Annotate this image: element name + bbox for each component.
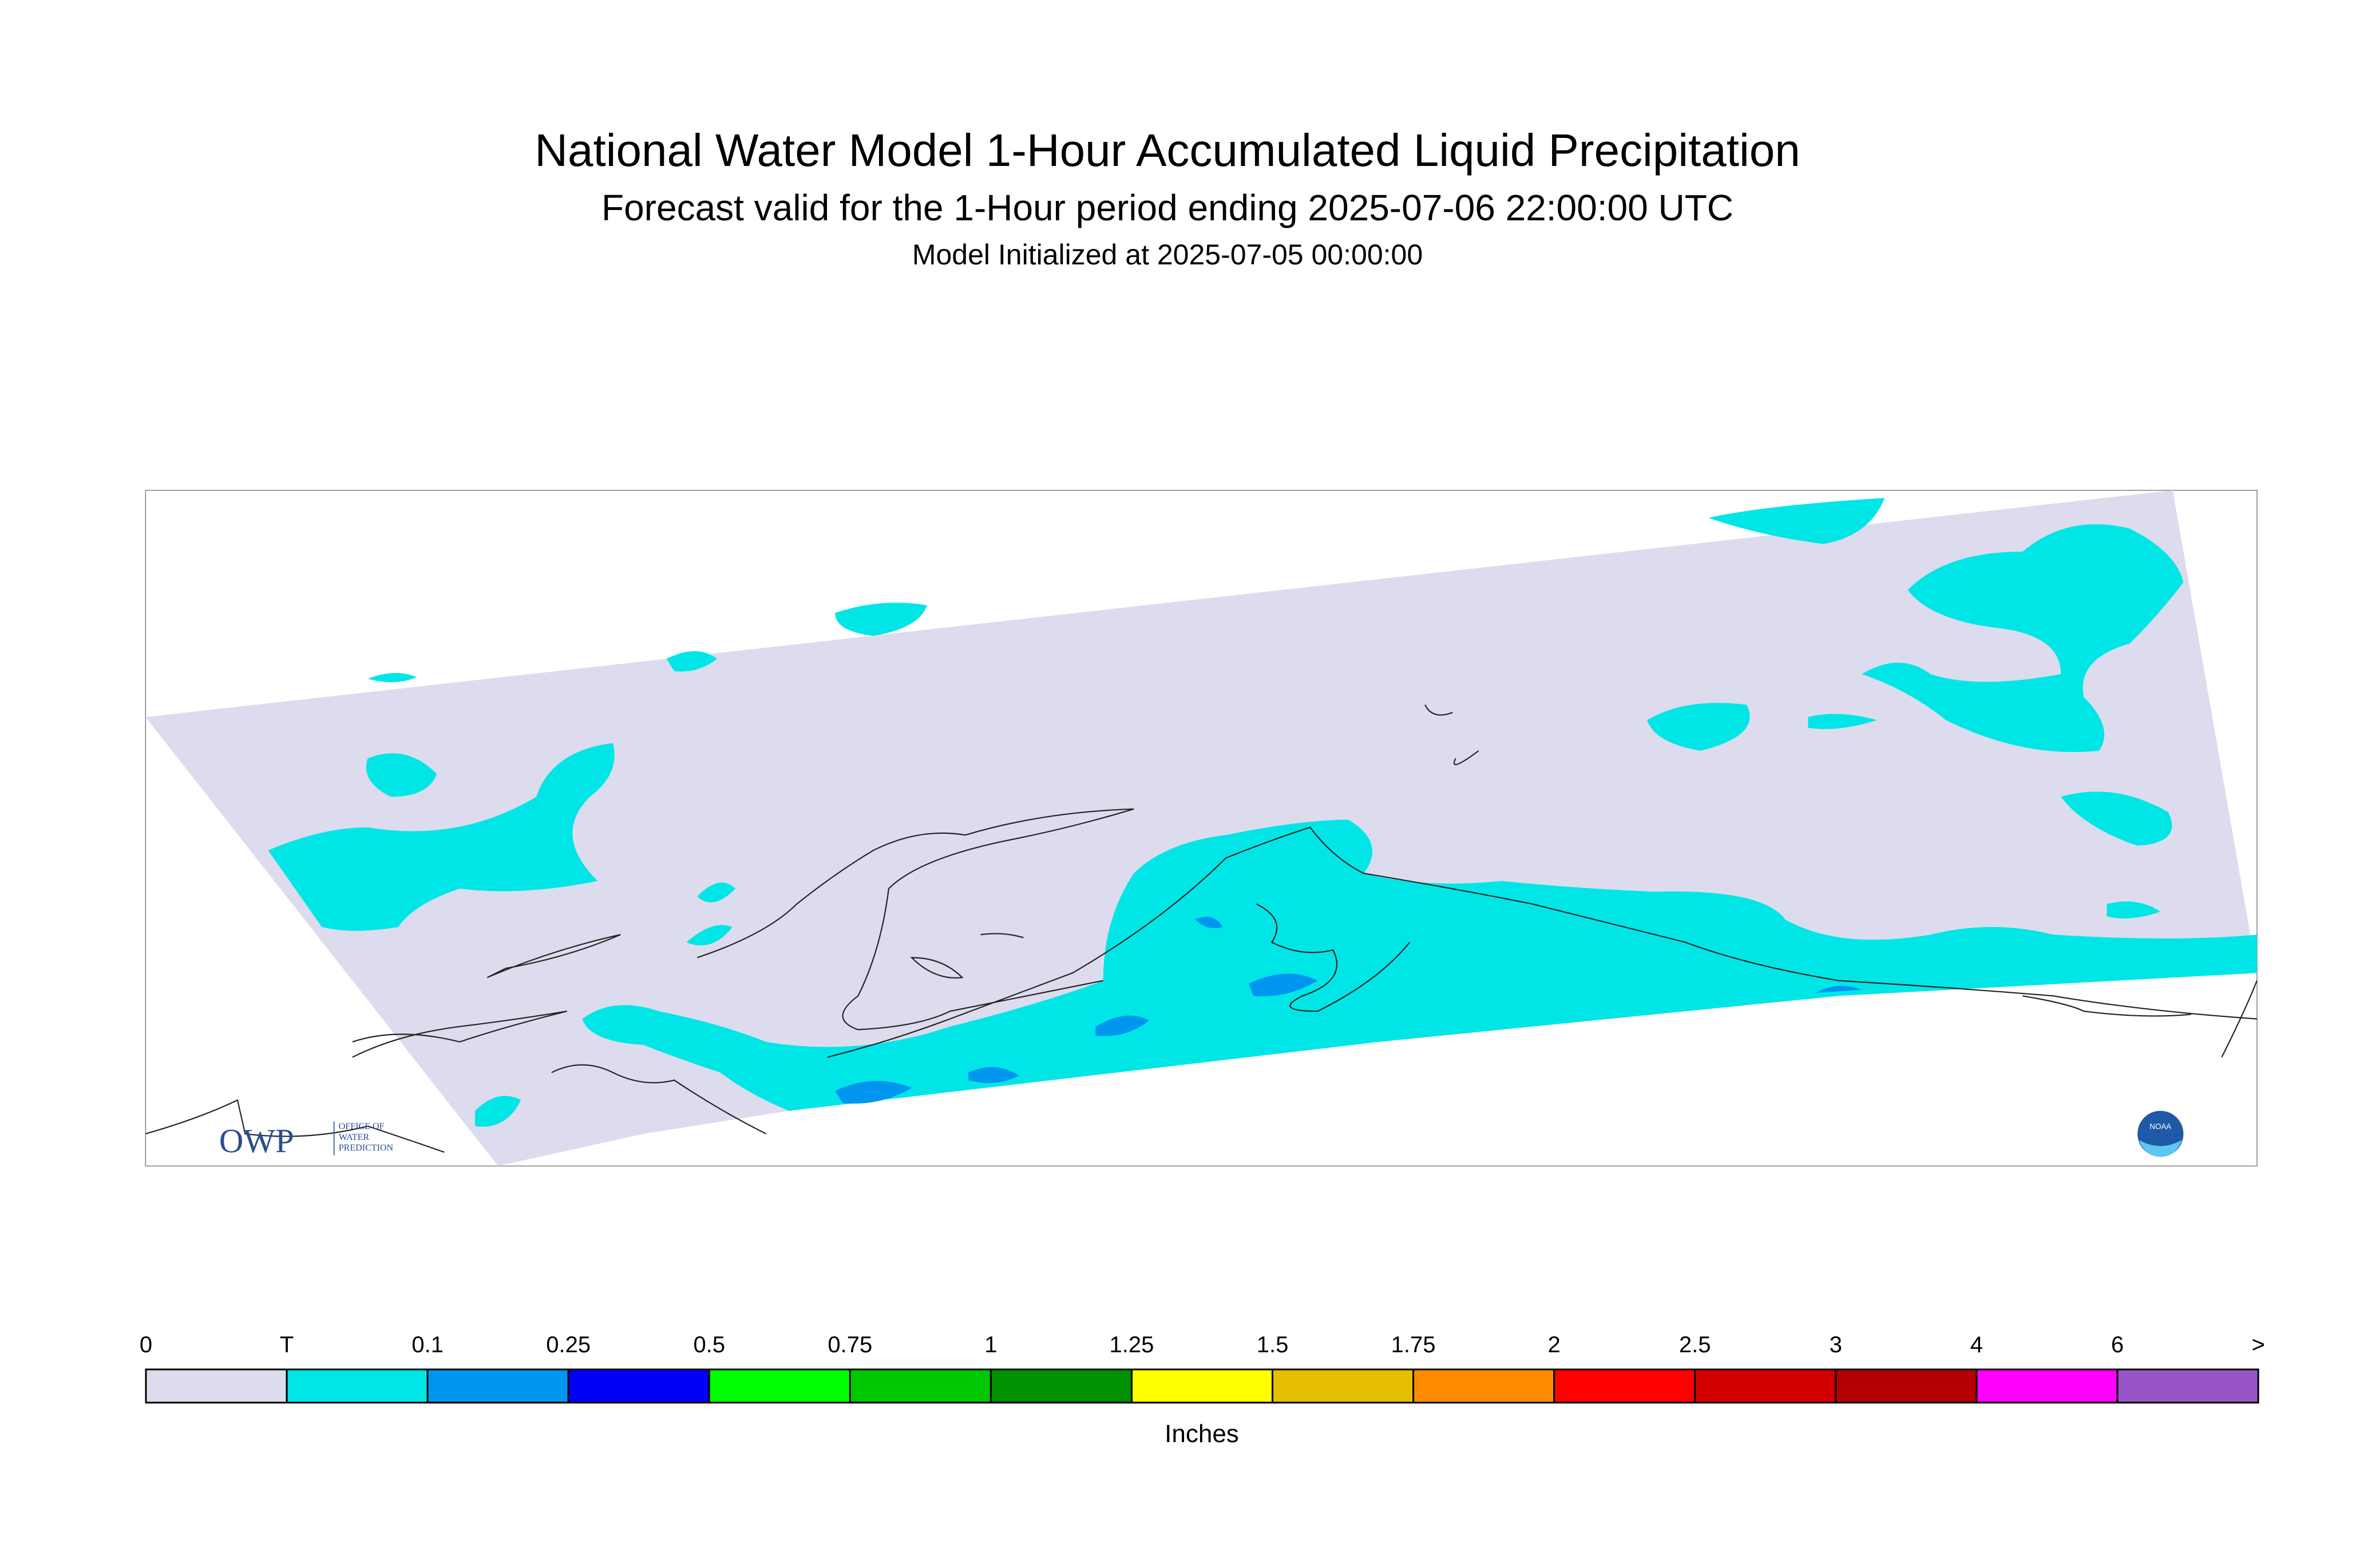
- legend-box: [708, 1368, 851, 1404]
- map: OWP OFFICE OF WATER PREDICTION NOAA: [145, 489, 2258, 1167]
- legend-box: [286, 1368, 429, 1404]
- init-time: Model Initialized at 2025-07-05 00:00:00: [912, 239, 1423, 271]
- legend-box: [145, 1368, 288, 1404]
- legend-box: [1553, 1368, 1696, 1404]
- legend-box: [1976, 1368, 2119, 1404]
- precip-light: [835, 916, 1862, 1104]
- title: National Water Model 1-Hour Accumulated …: [535, 125, 1800, 176]
- legend-label: 0.5: [693, 1332, 725, 1357]
- coastlines: [145, 704, 2258, 1153]
- legend-label: 1.75: [1391, 1332, 1436, 1357]
- legend-label: >: [2251, 1332, 2265, 1357]
- legend-label: 2.5: [1679, 1332, 1711, 1357]
- owp-line: WATER: [339, 1133, 370, 1142]
- legend-box: [849, 1368, 992, 1404]
- legend-box: [567, 1368, 710, 1404]
- legend-box: [1835, 1368, 1978, 1404]
- legend-label: 2: [1548, 1332, 1561, 1357]
- legend-box: [989, 1368, 1133, 1404]
- legend-label: 1: [984, 1332, 997, 1357]
- owp-line: OFFICE OF: [339, 1122, 385, 1131]
- legend-label: 6: [2111, 1332, 2124, 1357]
- legend-label: 0: [140, 1332, 152, 1357]
- legend-box: [1130, 1368, 1274, 1404]
- legend-label: 4: [1970, 1332, 1983, 1357]
- legend-box: [1412, 1368, 1555, 1404]
- noaa-text: NOAA: [2150, 1122, 2171, 1131]
- subtitle: Forecast valid for the 1-Hour period end…: [601, 187, 1733, 228]
- owp-logo: OWP: [219, 1122, 294, 1159]
- legend-box: [426, 1368, 569, 1404]
- legend-label: 3: [1830, 1332, 1842, 1357]
- legend-label: 0.25: [546, 1332, 591, 1357]
- legend-label: 0.1: [411, 1332, 444, 1357]
- legend-box: [2116, 1368, 2259, 1404]
- precip-trace: [268, 498, 2257, 1127]
- legend-units: Inches: [1165, 1420, 1239, 1448]
- legend: 0 T 0.1 0.25 0.5 0.75 1 1.25 1.5 1.75 2 2.5 3 4 6 >: [140, 1332, 2265, 1404]
- legend-box: [1694, 1368, 1837, 1404]
- legend-label: 1.5: [1257, 1332, 1289, 1357]
- legend-label: T: [280, 1332, 294, 1357]
- legend-label: 0.75: [828, 1332, 872, 1357]
- legend-box: [1272, 1368, 1415, 1404]
- owp-line: PREDICTION: [339, 1143, 394, 1153]
- legend-label: 1.25: [1110, 1332, 1154, 1357]
